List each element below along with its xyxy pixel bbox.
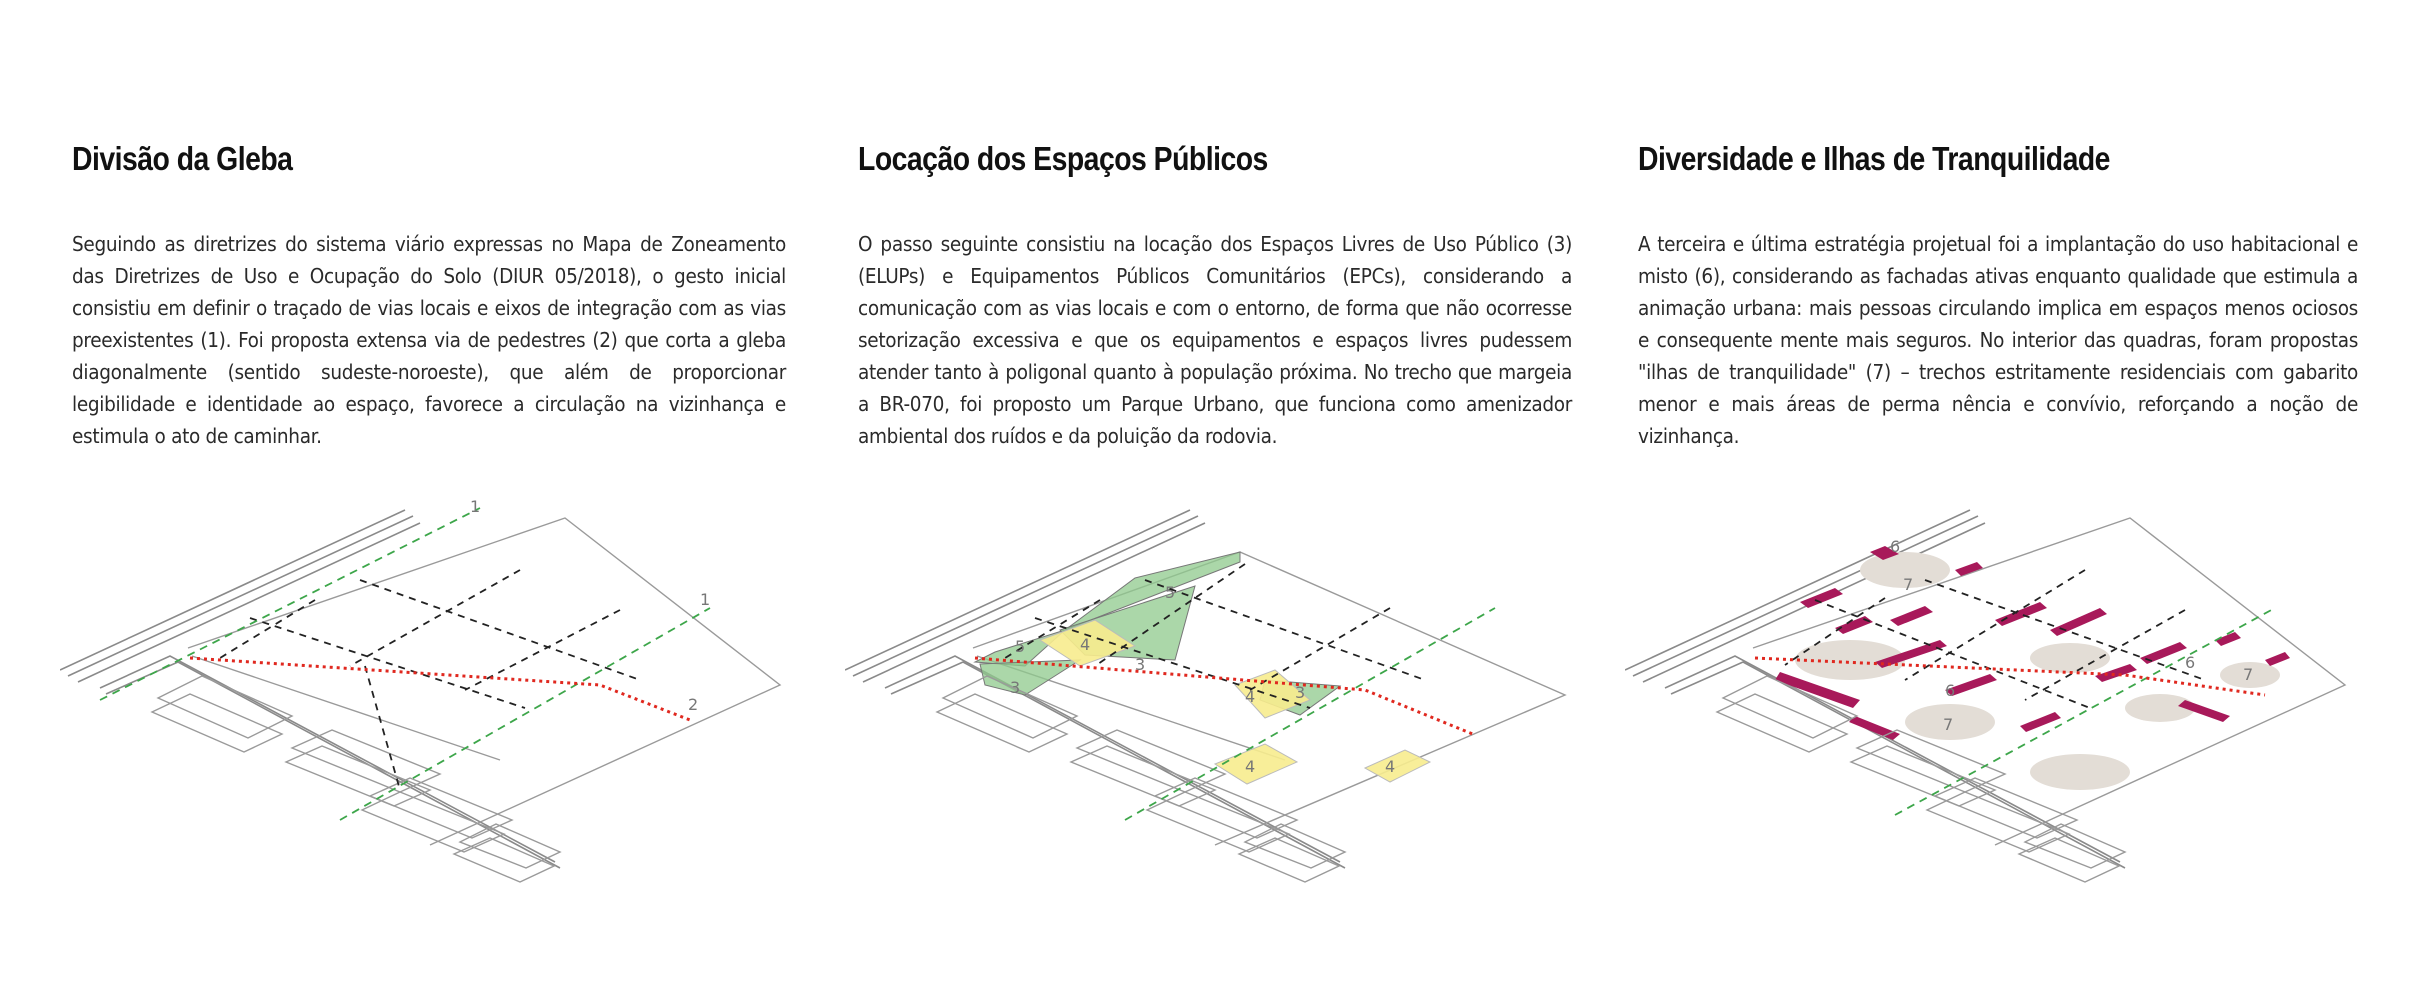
section-espacos-publicos: Locação dos Espaços Públicos O passo seg… [858,140,1572,452]
epcs [1038,619,1432,785]
section-title: Locação dos Espaços Públicos [858,140,1268,177]
local-streets [1004,563,1426,709]
label-5: 5 [1015,637,1025,656]
section-gleba: Divisão da Gleba Seguindo as diretrizes … [72,140,786,452]
section-title: Divisão da Gleba [72,140,293,177]
housing-buildings [1775,546,2290,740]
label-7: 7 [1903,575,1913,594]
label-5: 5 [1165,583,1175,602]
lower-blocks [150,675,562,883]
section-text: O passo seguinte consistiu na locação do… [858,232,1572,448]
label-4: 4 [1245,687,1255,706]
section-text: Seguindo as diretrizes do sistema viário… [72,232,786,448]
label-3: 3 [1135,655,1145,674]
label-3: 3 [1010,678,1020,697]
diagram-diversity: 6 7 6 7 6 7 [1625,509,2347,883]
label-4: 4 [1385,757,1395,776]
pedestrian-route [974,656,1476,737]
lower-blocks [1715,675,2127,883]
label-4: 4 [1080,635,1090,654]
label-7: 7 [2243,665,2253,684]
integration-axes [99,507,711,821]
diagram-public-spaces: 5 5 4 3 3 4 3 4 4 [845,509,1567,883]
section-text: A terceira e última estratégia projetual… [1638,232,2358,448]
label-6: 6 [1890,537,1900,556]
site-outline [187,517,782,846]
pedestrian-route [1754,656,2266,697]
highway [60,509,561,869]
site-outline [1752,517,2347,846]
label-1: 1 [470,497,480,516]
integration-axes [1894,607,2276,816]
highway [845,509,1346,869]
label-6: 6 [1945,681,1955,700]
label-7: 7 [1943,715,1953,734]
label-4: 4 [1245,757,1255,776]
lower-blocks [935,675,1347,883]
section-title: Diversidade e Ilhas de Tranquilidade [1638,140,2110,177]
label-2: 2 [688,695,698,714]
integration-axes [1124,607,1496,821]
tranquility-islands [1795,552,2280,790]
local-streets [219,569,641,791]
label-1: 1 [700,590,710,609]
local-streets [1784,569,2206,709]
label-3: 3 [1295,683,1305,702]
label-6: 6 [2185,653,2195,672]
diagram-gleba-division: 1 1 2 [60,497,782,883]
pedestrian-route [189,656,691,722]
section-diversidade: Diversidade e Ilhas de Tranquilidade A t… [1638,140,2358,452]
